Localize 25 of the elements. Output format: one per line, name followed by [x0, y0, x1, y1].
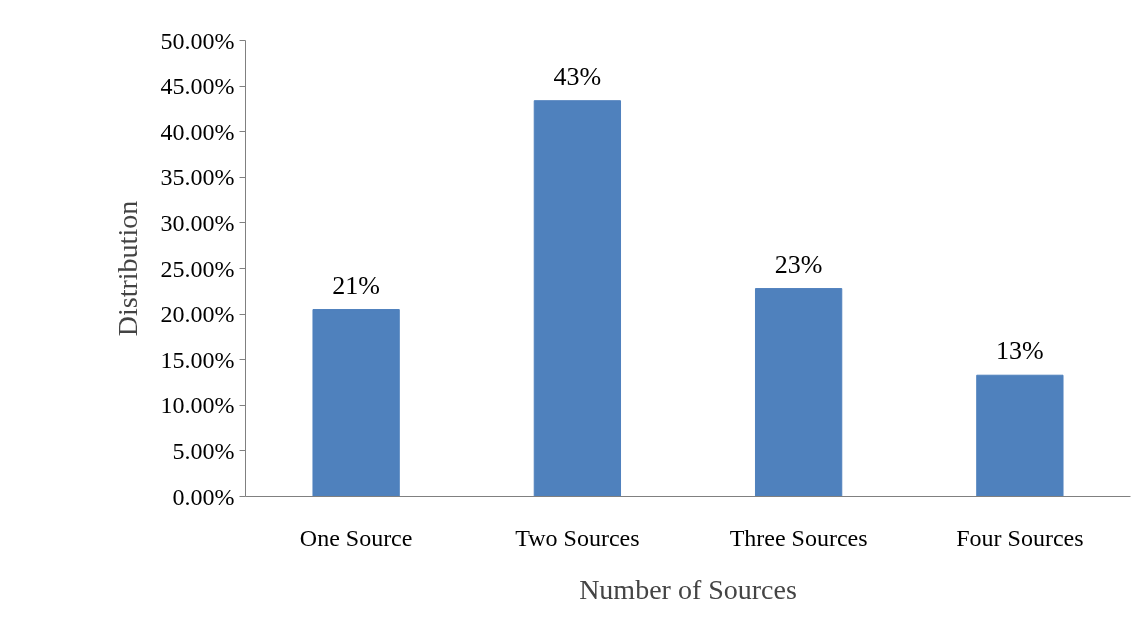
x-tick-label: Two Sources	[515, 524, 640, 551]
data-label: 43%	[553, 61, 602, 91]
y-tick-label: 40.00%	[160, 118, 235, 145]
y-axis-title: Distribution	[111, 200, 143, 337]
data-label: 21%	[332, 270, 380, 300]
y-tick-label: 0.00%	[172, 483, 235, 510]
x-axis-title: Number of Sources	[579, 573, 797, 605]
y-tick-label: 20.00%	[160, 301, 235, 328]
bar	[533, 100, 622, 497]
y-tick-label: 35.00%	[160, 164, 235, 191]
y-tick-label: 45.00%	[160, 73, 235, 100]
y-tick-label: 30.00%	[160, 209, 235, 236]
y-tick-label: 25.00%	[160, 255, 235, 282]
data-label: 23%	[774, 249, 823, 279]
bar	[754, 288, 843, 497]
x-tick-label: Three Sources	[729, 524, 868, 551]
y-tick-label: 15.00%	[160, 346, 235, 373]
y-tick-label: 5.00%	[172, 437, 235, 464]
y-tick-label: 10.00%	[160, 392, 235, 419]
x-tick-label: One Source	[299, 524, 413, 551]
bar	[976, 374, 1064, 497]
x-tick-label: Four Sources	[956, 524, 1084, 551]
data-label: 13%	[996, 336, 1044, 366]
bar	[312, 309, 400, 497]
y-tick-label: 50.00%	[160, 27, 235, 54]
